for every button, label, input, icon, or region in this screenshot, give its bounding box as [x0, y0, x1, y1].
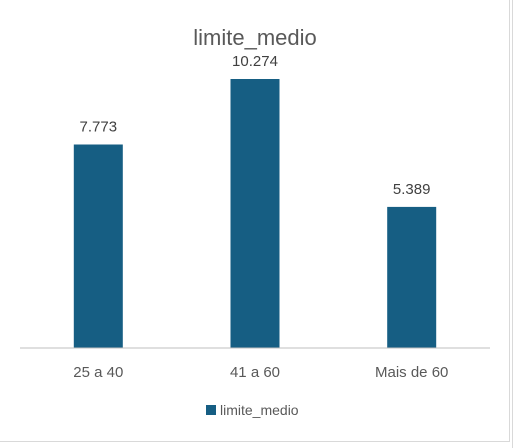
chart-title: limite_medio — [193, 25, 317, 50]
bar-2[interactable] — [231, 79, 280, 348]
data-label-3: 5.389 — [393, 181, 431, 198]
legend: limite_medio — [206, 402, 299, 418]
data-label-2: 10.274 — [232, 53, 278, 70]
legend-swatch — [206, 405, 216, 415]
chart-container[interactable]: limite_medio 7.773 10.274 5.389 25 a 40 41 … — [0, 0, 510, 442]
bar-3[interactable] — [387, 207, 436, 348]
x-tick-label-1: 25 a 40 — [73, 364, 123, 381]
bar-chart: limite_medio 7.773 10.274 5.389 25 a 40 41 … — [0, 0, 510, 442]
legend-label: limite_medio — [220, 402, 299, 418]
bars-group: 7.773 10.274 5.389 — [74, 53, 436, 348]
x-tick-labels: 25 a 40 41 a 60 Mais de 60 — [73, 364, 448, 381]
x-tick-label-3: Mais de 60 — [375, 364, 448, 381]
x-tick-label-2: 41 a 60 — [230, 364, 280, 381]
bar-1[interactable] — [74, 145, 123, 349]
sheet-gridline — [512, 0, 513, 448]
data-label-1: 7.773 — [80, 119, 118, 136]
